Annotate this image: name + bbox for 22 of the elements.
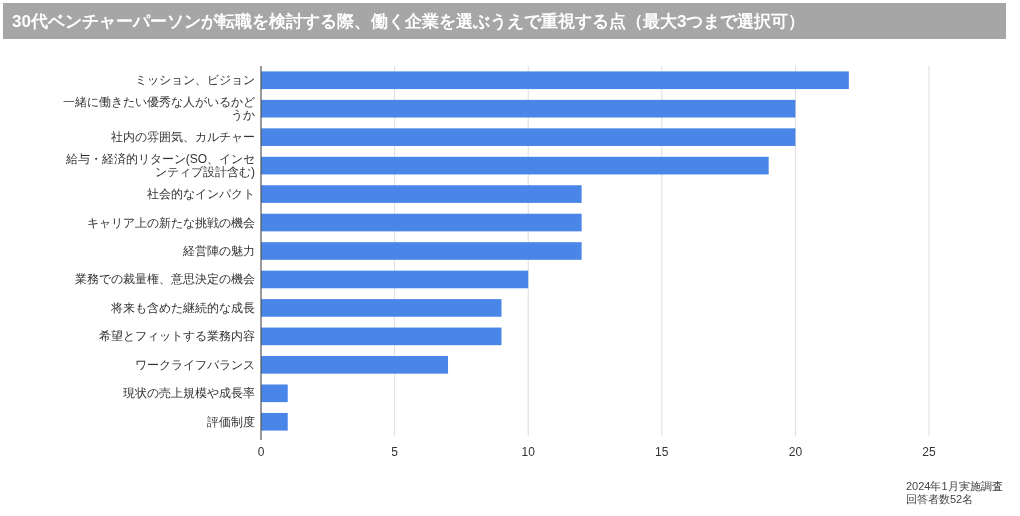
y-tick-label: 評価制度 xyxy=(207,414,255,429)
y-tick-label: 現状の売上規模や成長率 xyxy=(123,386,255,401)
text: 回答者数52名 xyxy=(906,493,974,505)
y-tick-label: ワークライフバランス xyxy=(135,357,255,372)
y-tick-label: キャリア上の新たな挑戦の機会 xyxy=(87,215,255,230)
y-tick-label: ミッション、ビジョン xyxy=(135,73,255,88)
y-tick-label: 社会的なインパクト xyxy=(147,187,255,202)
x-tick-label: 20 xyxy=(788,445,803,459)
y-tick-label: 将来も含めた継続的な成長 xyxy=(110,300,255,315)
y-tick-label: 業務での裁量権、意思決定の機会 xyxy=(75,272,255,287)
y-tick-label: 社内の雰囲気、カルチャー xyxy=(111,130,255,145)
y-tick-label: 一緒に働きたい優秀な人がいるかどうか xyxy=(63,95,255,123)
x-tick-label: 25 xyxy=(922,445,936,459)
x-tick-label: 15 xyxy=(655,445,669,459)
text: 2024年1月実施調査 xyxy=(906,480,1003,492)
y-tick-label: 給与・経済的リターン(SO、インセンティブ設計含む) xyxy=(64,152,255,180)
y-tick-label: 経営陣の魅力 xyxy=(182,244,255,258)
x-tick-label: 10 xyxy=(521,445,536,459)
x-tick-label: 5 xyxy=(391,445,399,459)
y-tick-label: 希望とフィットする業務内容 xyxy=(99,329,255,344)
x-tick-label: 0 xyxy=(257,445,265,459)
chart-title: 30代ベンチャーパーソンが転職を検討する際、働く企業を選ぶうえで重視する点（最大3つまで選択可） xyxy=(12,12,806,31)
